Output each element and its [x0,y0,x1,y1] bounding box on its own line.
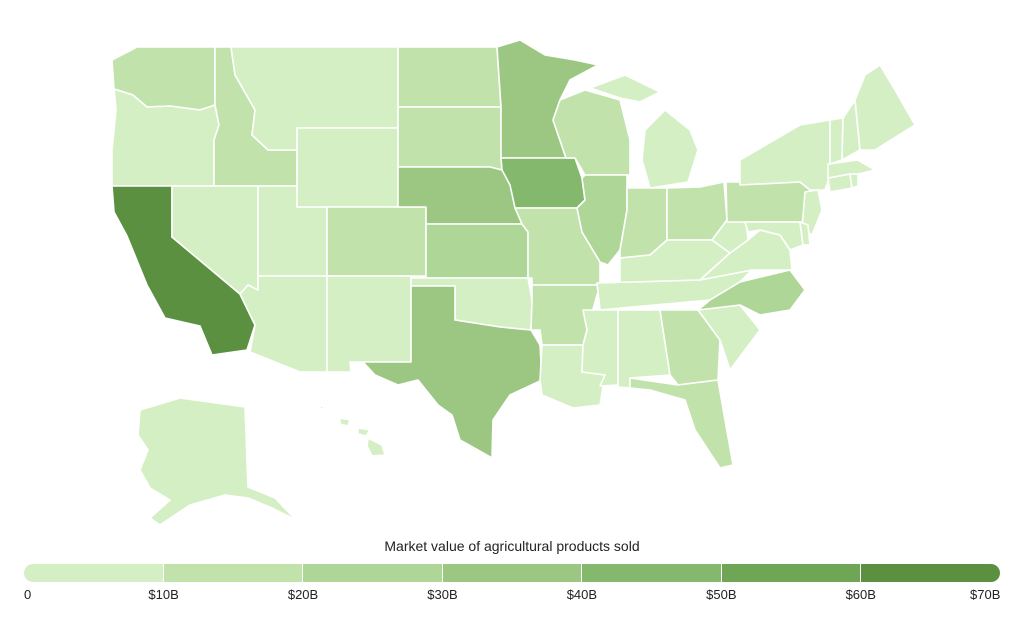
legend-bin-5 [721,564,862,582]
state-tx[interactable] [362,285,543,459]
state-hi[interactable] [317,404,386,457]
legend-tick-label: $60B [845,587,876,602]
state-ri[interactable] [849,173,859,189]
legend-tick-label: $20B [287,587,319,602]
legend-bin-3 [442,564,583,582]
state-fl[interactable] [629,377,734,469]
legend-tick-label: $10B [148,587,179,602]
legend-bin-2 [303,564,443,582]
legend-bin-4 [582,564,722,582]
legend-bin-0 [24,564,164,582]
legend-tick-label: $70B [970,587,1001,602]
legend-tick-label: 0 [24,587,32,602]
legend-color-bar [24,564,1000,582]
state-ma[interactable] [827,159,876,179]
state-co[interactable] [326,206,427,277]
state-mn[interactable] [496,39,599,159]
state-me[interactable] [854,64,916,151]
state-ny[interactable] [739,119,831,191]
legend-title: Market value of agricultural products so… [384,538,640,554]
legend-tick-label: $50B [706,587,737,602]
legend-ticks: 0 $10B $20B $30B $40B $50B $60B $70B [0,587,1024,607]
map-svg [111,39,916,526]
state-sd[interactable] [397,106,503,171]
legend-bin-1 [163,564,304,582]
legend-bin-6 [861,564,1000,582]
state-vt[interactable] [829,117,844,165]
state-ks[interactable] [425,223,529,279]
state-wy[interactable] [296,127,399,208]
state-nd[interactable] [397,46,502,108]
state-mi[interactable] [589,74,699,189]
legend-tick-label: $30B [427,587,458,602]
state-de[interactable] [799,221,811,246]
state-nm[interactable] [326,275,412,373]
legend-tick-label: $40B [566,587,598,602]
state-ia[interactable] [500,157,586,209]
state-ak[interactable] [137,397,297,526]
state-nc[interactable] [697,269,806,316]
state-pa[interactable] [725,181,811,223]
us-choropleth-map [111,39,916,526]
state-nj[interactable] [801,189,823,236]
